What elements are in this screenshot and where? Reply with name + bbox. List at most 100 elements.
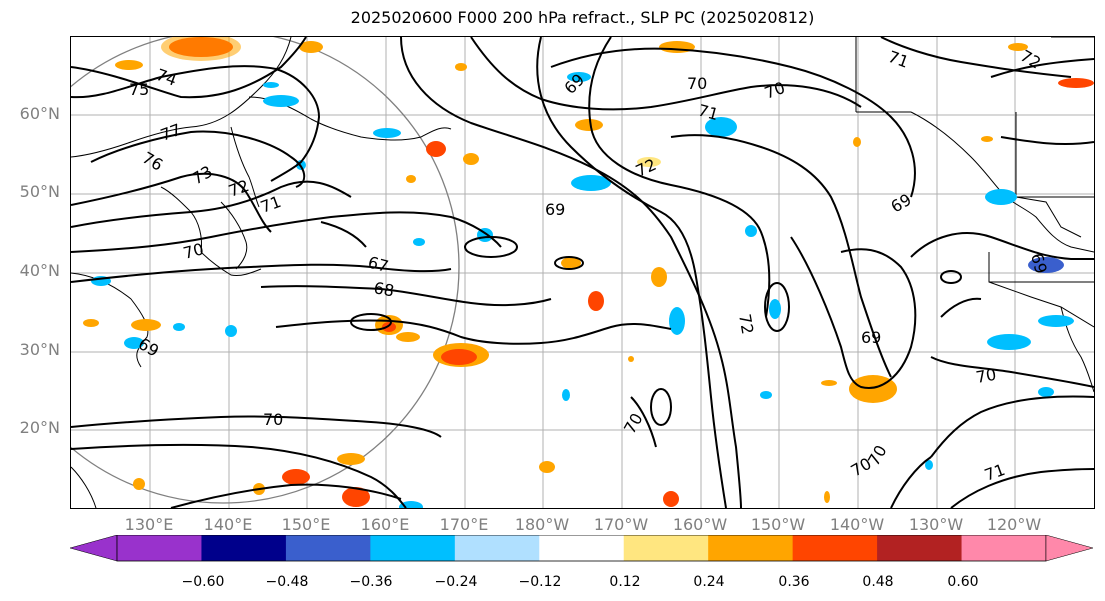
anomaly-patch bbox=[769, 299, 781, 319]
colorbar-tick: −0.12 bbox=[518, 574, 562, 590]
lat-label-60n: 60°N bbox=[19, 104, 60, 123]
anomaly-patch bbox=[161, 37, 241, 61]
contour-label: 70 bbox=[687, 74, 707, 93]
lat-label-20n: 20°N bbox=[19, 418, 60, 437]
contour-label: 75 bbox=[129, 80, 149, 99]
colorbar-tick: 0.36 bbox=[778, 574, 810, 590]
contour-label: 77 bbox=[158, 120, 184, 145]
colorbar-segment bbox=[117, 535, 202, 561]
anomaly-patch bbox=[669, 307, 685, 335]
map-canvas: 75 74 77 76 73 72 71 70 69 67 68 69 70 7… bbox=[71, 37, 1094, 508]
anomaly-patch bbox=[575, 119, 603, 131]
anomaly-patch bbox=[849, 375, 897, 403]
anomaly-patch bbox=[539, 461, 555, 473]
anomaly-patch bbox=[1038, 315, 1074, 327]
contour-label: 68 bbox=[372, 278, 395, 300]
anomaly-patch bbox=[133, 478, 145, 490]
anomaly-patch bbox=[663, 491, 679, 507]
contour-label: 70 bbox=[263, 410, 283, 429]
colorbar-tick: 0.12 bbox=[609, 574, 641, 590]
colorbar-segment bbox=[539, 535, 625, 561]
anomaly-patch bbox=[987, 334, 1031, 350]
anomaly-patch bbox=[342, 487, 370, 507]
colorbar-segment bbox=[877, 535, 963, 561]
map-panel[interactable]: 75 74 77 76 73 72 71 70 69 67 68 69 70 7… bbox=[70, 36, 1095, 509]
colorbar-tick: 0.24 bbox=[693, 574, 725, 590]
anomaly-patch bbox=[562, 389, 570, 401]
contour-label: 69 bbox=[1027, 251, 1051, 276]
anomaly-patch bbox=[225, 325, 237, 337]
anomaly-patch bbox=[299, 41, 323, 53]
lat-label-30n: 30°N bbox=[19, 340, 60, 359]
anomaly-patch bbox=[651, 267, 667, 287]
anomaly-patch bbox=[124, 337, 144, 349]
anomaly-patch bbox=[1038, 387, 1054, 397]
colorbar-tick: −0.36 bbox=[349, 574, 393, 590]
contour-label: 69 bbox=[861, 328, 881, 347]
anomaly-patch bbox=[413, 238, 425, 246]
contour-label: 69 bbox=[545, 200, 565, 219]
anomaly-patch bbox=[463, 153, 479, 165]
contour-label: 67 bbox=[366, 253, 391, 277]
colorbar-segment bbox=[370, 535, 456, 561]
lon-label-150e: 150°E bbox=[281, 515, 331, 534]
map-title: 2025020600 F000 200 hPa refract., SLP PC… bbox=[350, 8, 815, 27]
lon-label-180w: 180°W bbox=[514, 515, 570, 534]
anomaly-patch bbox=[115, 60, 143, 70]
lon-label-160e: 160°E bbox=[360, 515, 410, 534]
anomaly-patch bbox=[131, 319, 161, 331]
lon-label-130w: 130°W bbox=[908, 515, 964, 534]
colorbar-extend-low bbox=[69, 535, 118, 562]
lat-label-50n: 50°N bbox=[19, 182, 60, 201]
colorbar-tick: −0.48 bbox=[265, 574, 309, 590]
lon-label-130e: 130°E bbox=[124, 515, 174, 534]
anomaly-patch bbox=[821, 380, 837, 386]
anomaly-patch bbox=[406, 175, 416, 183]
slp-contours bbox=[71, 37, 1094, 508]
colorbar-segment bbox=[708, 535, 794, 561]
contour-label: 71 bbox=[886, 47, 912, 72]
anomaly-patch bbox=[337, 453, 365, 465]
closed-contours bbox=[350, 236, 962, 426]
anomaly-patch bbox=[760, 391, 772, 399]
colorbar-segment bbox=[623, 535, 709, 561]
anomaly-patch bbox=[282, 469, 310, 485]
contour-label: 73 bbox=[189, 162, 216, 189]
colorbar-segment bbox=[201, 535, 287, 561]
colorbar-segment bbox=[285, 535, 371, 561]
contour-label: 70 bbox=[762, 78, 788, 103]
anomaly-patch bbox=[173, 323, 185, 331]
contour-label: 70 bbox=[974, 365, 997, 387]
anomaly-patch bbox=[441, 349, 477, 365]
lon-label-120w: 120°W bbox=[986, 515, 1042, 534]
anomaly-patch bbox=[981, 136, 993, 142]
colorbar-segment bbox=[792, 535, 878, 561]
anomaly-patch bbox=[561, 257, 581, 269]
colorbar-segment bbox=[454, 535, 540, 561]
lon-label-140w: 140°W bbox=[829, 515, 885, 534]
anomaly-patch bbox=[426, 141, 446, 157]
anomaly-patch bbox=[396, 332, 420, 342]
range-circle bbox=[71, 37, 460, 504]
lat-label-40n: 40°N bbox=[19, 261, 60, 280]
anomaly-patch bbox=[745, 225, 757, 237]
anomaly-patch bbox=[824, 491, 830, 503]
contour-label: 72 bbox=[735, 312, 757, 335]
anomaly-patch bbox=[571, 175, 611, 191]
anomaly-patch bbox=[985, 189, 1017, 205]
colorbar-extend-high bbox=[1045, 535, 1094, 562]
anomaly-patch bbox=[83, 319, 99, 327]
anomaly-patch bbox=[637, 157, 661, 167]
anomaly-patch bbox=[588, 291, 604, 311]
anomaly-patch bbox=[382, 322, 396, 332]
lon-label-140e: 140°E bbox=[203, 515, 253, 534]
colorbar-tick: −0.24 bbox=[434, 574, 478, 590]
anomaly-patch bbox=[1008, 43, 1028, 51]
anomaly-patch bbox=[1058, 78, 1094, 88]
anomaly-patch bbox=[853, 137, 861, 147]
lon-label-170e: 170°E bbox=[439, 515, 489, 534]
anomaly-patch bbox=[263, 82, 279, 88]
anomaly-patch bbox=[567, 72, 591, 82]
anomaly-patch bbox=[705, 117, 737, 137]
contour-label: 70 bbox=[181, 239, 206, 263]
